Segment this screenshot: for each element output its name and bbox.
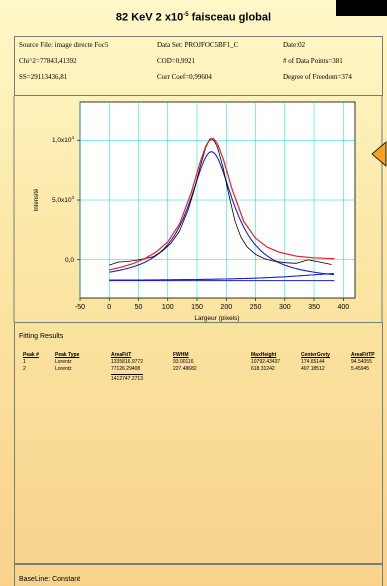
axis-ticks: -50 0 50 100 150 200 250 300 350 400 0,0 5,0x103 1,0…: [52, 135, 349, 311]
data-line: [109, 138, 332, 266]
corner-block: [336, 0, 387, 16]
col-fwhm: FWHM: [173, 352, 189, 358]
row1-center: 174.65144: [301, 359, 325, 365]
x-tick-label: -50: [75, 304, 85, 311]
col-peak-type: Peak Type: [55, 352, 80, 358]
series-layer: [109, 137, 335, 282]
y-tick-label: 5,0x103: [52, 195, 75, 204]
x-tick-label: 300: [279, 304, 291, 311]
fitting-results-panel: Fitting Results Peak # Peak Type AreaFit…: [14, 322, 383, 564]
row2-center: 407.18512: [301, 366, 325, 372]
x-tick-label: 250: [250, 304, 262, 311]
baseline-label: BaseLine: Constant: [19, 576, 81, 583]
ss-label: SS=29113436,81: [19, 73, 68, 81]
chart-title: 82 KeV 2 x10-5 faisceau global: [115, 11, 272, 24]
chi2-label: Chi^2=77843,41392: [19, 57, 77, 65]
col-max-height: MaxHeight: [251, 352, 277, 358]
area-total: 1412747.2713: [111, 374, 143, 382]
corr-coef-label: Corr Coef=0,99604: [157, 73, 212, 81]
data-points-label: # of Data Points=381: [283, 57, 343, 65]
row2-area: 77126.29408: [111, 366, 141, 372]
y-axis-label: Intensité: [34, 188, 40, 211]
row2-type: Lorentz: [55, 366, 72, 372]
baseline-panel: BaseLine: Constant: [14, 564, 383, 586]
col-peak: Peak #: [23, 352, 39, 358]
x-tick-label: 50: [135, 304, 143, 311]
col-area-fit-tp: AreaFitTP: [351, 352, 375, 358]
x-tick-label: 200: [220, 304, 232, 311]
dof-label: Degree of Freedom=374: [283, 73, 352, 81]
row1-area: 1335816.9772: [111, 359, 143, 365]
row1-peak: 1: [23, 359, 26, 365]
row1-fwhm: 93.00116: [173, 359, 194, 365]
source-file-label: Source File: image directe Foc5: [19, 41, 109, 49]
col-area-fit: AreaFitT: [111, 352, 132, 358]
cod-label: COD=0,9921: [157, 57, 195, 65]
row1-type: Lorentz: [55, 359, 72, 365]
x-axis-label: Largeur (pixels): [194, 315, 239, 322]
peak-2-curve: [109, 273, 334, 281]
row2-fwhm: 227.48682: [173, 366, 197, 372]
col-center: CenterGrvty: [301, 352, 330, 358]
x-tick-label: 150: [191, 304, 203, 311]
fit-info-panel: Source File: image directe Foc5 Data Set…: [14, 36, 383, 96]
data-set-label: Data Set: PROJFOC5BF1_C: [157, 41, 239, 49]
row1-area-tp: 94.54055: [351, 359, 372, 365]
row2-height: 618.31242: [251, 366, 275, 372]
y-tick-label: 0,0: [65, 257, 74, 264]
fitting-results-title: Fitting Results: [19, 333, 64, 340]
y-tick-label: 1,0x104: [52, 135, 75, 144]
fit-line: [109, 137, 335, 271]
x-tick-label: 100: [162, 304, 174, 311]
x-tick-label: 400: [337, 304, 349, 311]
row2-peak: 2: [23, 366, 26, 372]
row2-area-tp: 5.45945: [351, 366, 370, 372]
marker-arrow: [371, 141, 387, 167]
x-tick-label: 0: [107, 304, 111, 311]
peak-1-curve: [109, 151, 334, 276]
row1-height: 10792.43437: [251, 359, 281, 365]
date-label: Date:02: [283, 41, 306, 49]
x-tick-label: 350: [308, 304, 320, 311]
